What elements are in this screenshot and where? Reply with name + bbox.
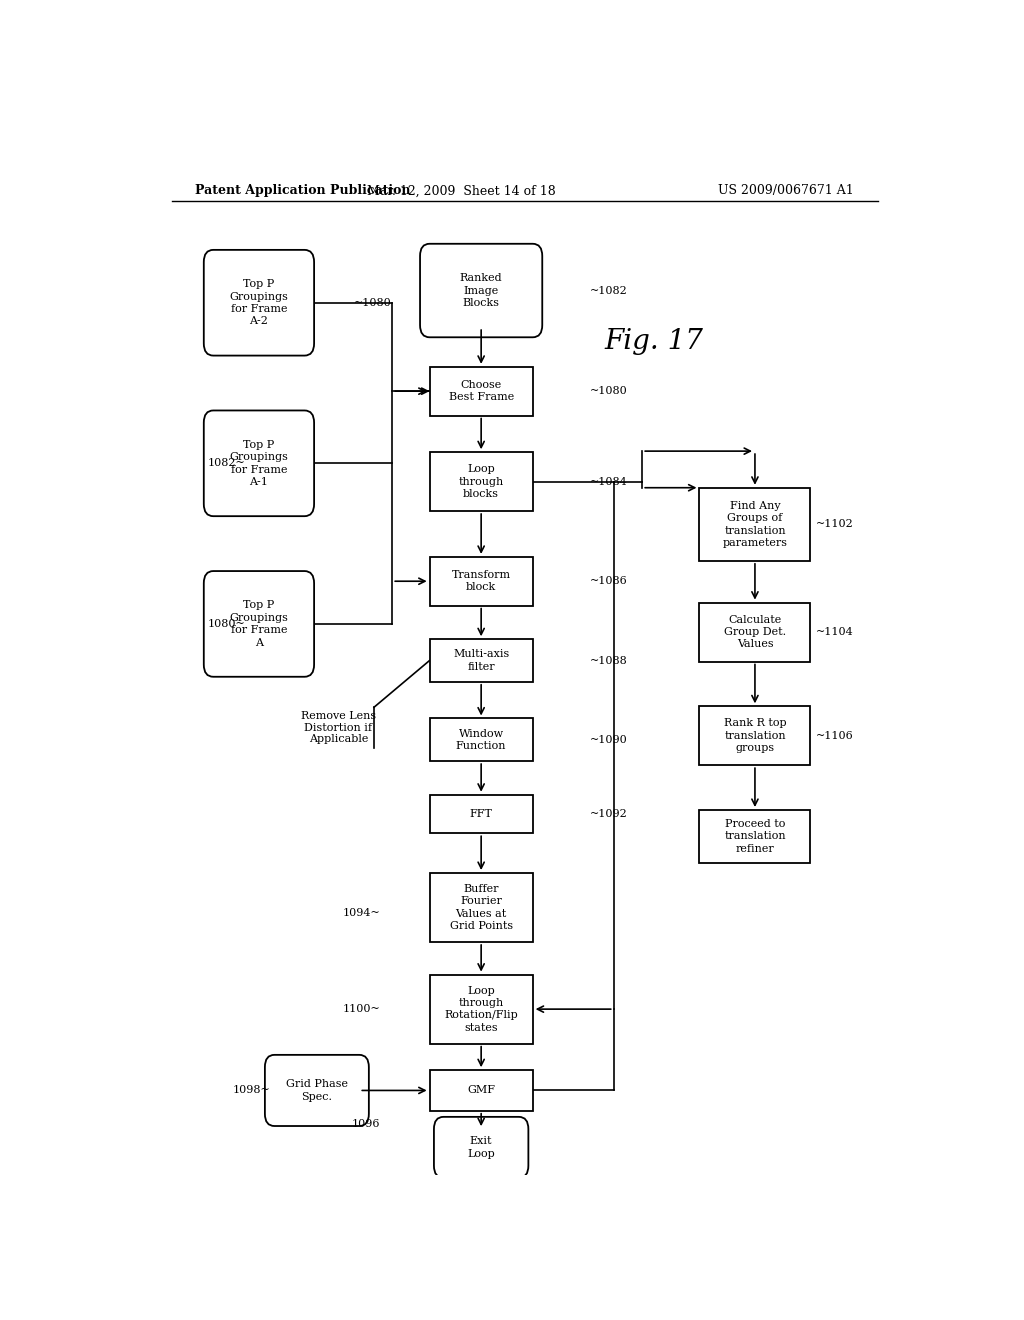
FancyBboxPatch shape [265,1055,369,1126]
FancyBboxPatch shape [430,639,532,682]
FancyBboxPatch shape [430,367,532,416]
Text: FFT: FFT [470,809,493,818]
FancyBboxPatch shape [699,602,811,661]
FancyBboxPatch shape [204,249,314,355]
Text: Window
Function: Window Function [456,729,507,751]
Text: ~1084: ~1084 [590,477,628,487]
Text: Choose
Best Frame: Choose Best Frame [449,380,514,403]
FancyBboxPatch shape [204,572,314,677]
Text: Buffer
Fourier
Values at
Grid Points: Buffer Fourier Values at Grid Points [450,884,513,931]
Text: Calculate
Group Det.
Values: Calculate Group Det. Values [724,615,786,649]
Text: Transform
block: Transform block [452,570,511,593]
FancyBboxPatch shape [430,795,532,833]
Text: 1080~: 1080~ [207,619,245,628]
Text: 1094~: 1094~ [343,908,380,917]
Text: Top P
Groupings
for Frame
A-2: Top P Groupings for Frame A-2 [229,279,289,326]
Text: Top P
Groupings
for Frame
A-1: Top P Groupings for Frame A-1 [229,440,289,487]
Text: Fig. 17: Fig. 17 [604,327,703,355]
Text: Remove Lens
Distortion if
Applicable: Remove Lens Distortion if Applicable [301,711,376,744]
Text: ~1092: ~1092 [590,809,628,818]
Text: ~1088: ~1088 [590,656,628,665]
FancyBboxPatch shape [699,810,811,863]
FancyBboxPatch shape [204,411,314,516]
Text: Rank R top
translation
groups: Rank R top translation groups [724,718,786,754]
Text: Patent Application Publication: Patent Application Publication [196,185,411,198]
FancyBboxPatch shape [430,873,532,942]
Text: ~1080: ~1080 [354,298,392,308]
FancyBboxPatch shape [430,718,532,762]
Text: Multi-axis
filter: Multi-axis filter [453,649,509,672]
Text: GMF: GMF [467,1085,496,1096]
Text: ~1102: ~1102 [816,519,854,529]
FancyBboxPatch shape [430,453,532,511]
Text: 1100~: 1100~ [343,1005,380,1014]
Text: Find Any
Groups of
translation
parameters: Find Any Groups of translation parameter… [723,500,787,548]
FancyBboxPatch shape [699,487,811,561]
FancyBboxPatch shape [430,1071,532,1110]
FancyBboxPatch shape [434,1117,528,1177]
FancyBboxPatch shape [430,974,532,1044]
Text: ~1080: ~1080 [590,387,628,396]
Text: Mar. 12, 2009  Sheet 14 of 18: Mar. 12, 2009 Sheet 14 of 18 [367,185,556,198]
Text: Ranked
Image
Blocks: Ranked Image Blocks [460,273,503,308]
Text: ~1104: ~1104 [816,627,854,638]
Text: Proceed to
translation
refiner: Proceed to translation refiner [724,818,785,854]
Text: ~1082: ~1082 [590,285,628,296]
Text: 1096: 1096 [352,1119,380,1129]
Text: US 2009/0067671 A1: US 2009/0067671 A1 [719,185,854,198]
Text: ~1106: ~1106 [816,731,854,741]
Text: Grid Phase
Spec.: Grid Phase Spec. [286,1080,348,1102]
FancyBboxPatch shape [420,244,543,338]
Text: Exit
Loop: Exit Loop [467,1137,495,1159]
FancyBboxPatch shape [699,706,811,766]
Text: Top P
Groupings
for Frame
A: Top P Groupings for Frame A [229,601,289,648]
Text: Loop
through
blocks: Loop through blocks [459,465,504,499]
Text: 1082~: 1082~ [207,458,245,469]
Text: ~1090: ~1090 [590,735,628,744]
Text: 1098~: 1098~ [232,1085,270,1096]
Text: Loop
through
Rotation/Flip
states: Loop through Rotation/Flip states [444,986,518,1032]
Text: ~1086: ~1086 [590,577,628,586]
FancyBboxPatch shape [430,557,532,606]
